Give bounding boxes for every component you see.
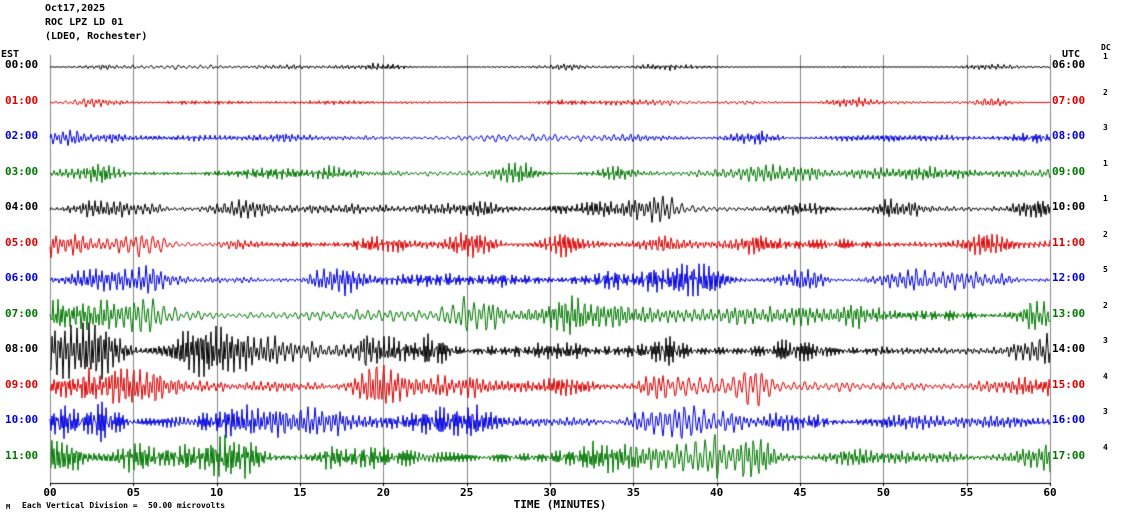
- x-tick-label: 45: [793, 486, 807, 499]
- est-hour-label: 11:00: [5, 448, 39, 462]
- utc-hour-label: 14:00: [1052, 342, 1086, 355]
- scale-note-label: Each Vertical Division =: [22, 501, 138, 510]
- dc-value: 1: [1103, 194, 1108, 203]
- est-hour-label: 10:00: [5, 413, 39, 426]
- utc-hour-label: 16:00: [1052, 413, 1086, 426]
- x-tick-label: 60: [1043, 486, 1057, 499]
- utc-hour-label: 08:00: [1052, 129, 1086, 142]
- est-hour-label: 04:00: [5, 200, 39, 213]
- est-hour-label: 02:00: [5, 129, 39, 142]
- utc-hour-label: 09:00: [1052, 164, 1086, 178]
- x-tick-label: 35: [626, 486, 640, 499]
- header-station: ROC LPZ LD 01: [45, 17, 124, 28]
- dc-value: 1: [1103, 52, 1108, 61]
- est-hour-label: 00:00: [5, 58, 39, 71]
- est-hour-label: 07:00: [5, 306, 39, 320]
- dc-value: 3: [1103, 123, 1108, 132]
- x-axis-title: TIME (MINUTES): [513, 498, 607, 511]
- x-tick-label: 40: [710, 486, 724, 499]
- dc-value: 2: [1103, 229, 1108, 239]
- est-hour-label: 03:00: [5, 164, 39, 178]
- utc-hour-label: 10:00: [1052, 200, 1086, 213]
- dc-value: 2: [1103, 300, 1108, 310]
- dc-value: 4: [1103, 371, 1108, 381]
- dc-column-header: DC: [1101, 43, 1111, 52]
- utc-hour-label: 11:00: [1052, 235, 1086, 249]
- x-tick-label: 25: [460, 486, 474, 499]
- utc-hour-label: 15:00: [1052, 377, 1086, 391]
- scale-note-value: 50.00 microvolts: [148, 501, 226, 510]
- est-hour-label: 08:00: [5, 342, 39, 355]
- x-tick-label: 55: [960, 486, 974, 499]
- x-tick-label: 20: [376, 486, 390, 499]
- x-tick-label: 05: [126, 486, 140, 499]
- corner-mark: M: [6, 503, 11, 511]
- est-hour-label: 06:00: [5, 271, 39, 284]
- est-axis-label: EST: [1, 49, 20, 60]
- utc-hour-label: 12:00: [1052, 271, 1086, 284]
- x-tick-label: 50: [876, 486, 890, 499]
- utc-hour-label: 13:00: [1052, 306, 1086, 320]
- x-tick-label: 00: [43, 486, 57, 499]
- utc-hour-label: 06:00: [1052, 58, 1086, 71]
- x-tick-label: 30: [543, 486, 557, 499]
- utc-axis-label: UTC: [1062, 49, 1081, 60]
- x-tick-label: 15: [293, 486, 307, 499]
- utc-hour-label: 07:00: [1052, 93, 1086, 107]
- dc-value: 1: [1103, 158, 1108, 168]
- dc-value: 3: [1103, 407, 1108, 416]
- dc-value: 2: [1103, 87, 1108, 97]
- dc-value: 3: [1103, 336, 1108, 345]
- est-hour-label: 09:00: [5, 377, 39, 391]
- est-hour-label: 01:00: [5, 93, 39, 107]
- dc-value: 4: [1103, 442, 1108, 452]
- utc-hour-label: 17:00: [1052, 448, 1086, 462]
- dc-value: 5: [1103, 265, 1108, 274]
- est-hour-label: 05:00: [5, 235, 39, 249]
- header-location: (LDEO, Rochester): [45, 31, 148, 42]
- x-tick-label: 10: [210, 486, 224, 499]
- header-date: Oct17,2025: [45, 3, 106, 14]
